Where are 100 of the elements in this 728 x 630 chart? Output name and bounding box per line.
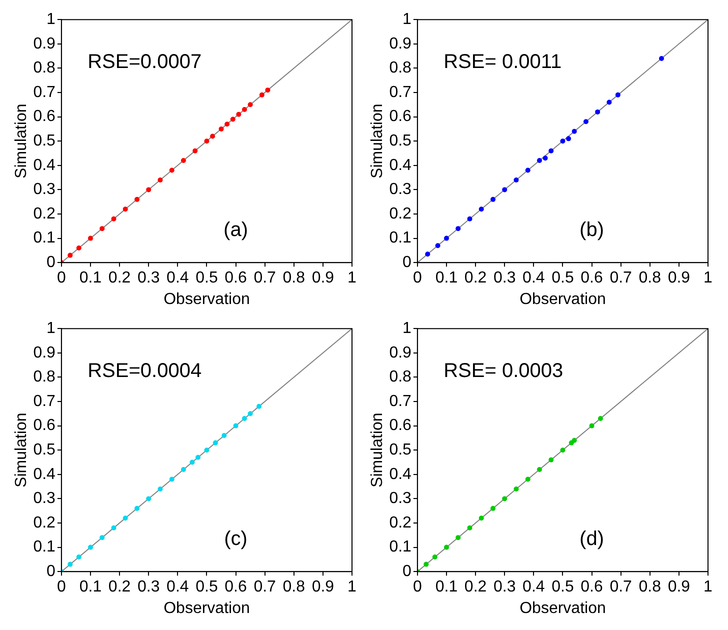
x-tick-label: 0.1 (435, 578, 458, 596)
point (122, 516, 128, 521)
x-tick-label: 0.8 (638, 270, 662, 287)
point (265, 88, 270, 93)
y-axis-title: Simulation (369, 412, 386, 488)
x-tick-label: 0.4 (522, 270, 545, 287)
x-tick-label: 0.6 (224, 270, 247, 287)
y-tick-label: 0.9 (389, 35, 412, 52)
x-tick-label: 0.9 (668, 578, 690, 596)
annotation: RSE=0.0004 (88, 360, 202, 382)
point (88, 544, 93, 550)
point (490, 506, 496, 511)
point (525, 168, 530, 173)
point (606, 100, 612, 105)
y-tick-label: 0.2 (33, 514, 56, 532)
point (180, 467, 186, 472)
point (256, 404, 262, 409)
x-tick-label: 0.5 (196, 270, 218, 287)
x-tick-label: 0.9 (668, 270, 690, 287)
annotation: (d) (580, 528, 604, 550)
y-tick-label: 0.4 (389, 156, 412, 174)
point (514, 177, 519, 182)
point (122, 206, 128, 212)
point (100, 226, 105, 232)
point (456, 226, 461, 232)
point (478, 206, 484, 212)
annotation: RSE= 0.0011 (444, 51, 562, 74)
y-tick-label: 0.5 (389, 132, 412, 150)
x-tick-label: 0.1 (435, 270, 458, 287)
annotation: RSE=0.0007 (88, 51, 202, 74)
x-tick-label: 0.8 (282, 270, 306, 287)
x-tick-label: 0.2 (108, 270, 131, 287)
y-tick-label: 0 (46, 254, 56, 272)
y-tick-label: 0.1 (33, 230, 56, 247)
y-tick-label: 0.7 (33, 84, 56, 101)
point (424, 562, 429, 567)
x-tick-label: 1 (348, 578, 357, 596)
point (158, 486, 163, 492)
y-tick-label: 0.2 (389, 205, 412, 222)
x-tick-label: 1 (348, 270, 357, 287)
x-tick-label: 0.3 (493, 270, 516, 287)
x-tick-label: 0.3 (493, 578, 516, 596)
x-tick-label: 0.2 (464, 270, 487, 287)
x-tick-label: 0.7 (254, 270, 276, 287)
x-tick-label: 1 (704, 578, 713, 596)
y-tick-label: 0.7 (389, 84, 412, 101)
point (583, 119, 588, 124)
y-tick-label: 0.3 (33, 490, 56, 508)
y-tick-label: 0.7 (33, 392, 56, 410)
point (536, 467, 542, 472)
x-tick-label: 0.3 (137, 578, 160, 596)
point (236, 112, 242, 117)
x-tick-label: 0.5 (552, 270, 574, 287)
point (233, 423, 238, 428)
point (598, 416, 603, 422)
point (456, 535, 461, 540)
x-tick-label: 0.9 (312, 578, 334, 596)
x-tick-label: 0.1 (79, 578, 102, 596)
annotation: (c) (224, 528, 248, 550)
y-tick-label: 0.6 (389, 417, 412, 434)
point (76, 554, 82, 560)
y-tick-label: 0.8 (33, 368, 56, 386)
point (192, 148, 198, 154)
x-axis-title: Observation (520, 290, 606, 308)
point (536, 158, 542, 164)
y-tick-label: 0.6 (33, 108, 56, 126)
x-tick-label: 0.4 (166, 270, 189, 287)
point (478, 516, 484, 521)
x-tick-label: 0.5 (552, 578, 574, 596)
point (242, 107, 247, 112)
point (169, 168, 174, 173)
y-tick-label: 1 (402, 320, 412, 338)
y-tick-label: 0 (402, 254, 412, 272)
point (514, 486, 519, 492)
point (230, 116, 236, 122)
point (218, 126, 224, 132)
point (566, 136, 572, 142)
point (100, 535, 105, 540)
point (259, 92, 264, 98)
point (111, 525, 116, 530)
point (222, 433, 227, 438)
y-tick-label: 0.5 (33, 442, 56, 459)
y-tick-label: 0.8 (389, 368, 412, 386)
point (242, 416, 247, 422)
point (435, 243, 440, 248)
point (169, 476, 174, 482)
y-tick-label: 0.3 (389, 490, 412, 508)
point (502, 496, 508, 502)
y-axis-title: Simulation (369, 104, 386, 178)
point (490, 196, 496, 202)
x-tick-label: 0.9 (312, 270, 334, 287)
point (76, 246, 82, 251)
point (134, 506, 140, 511)
y-tick-label: 0.6 (389, 108, 412, 126)
x-tick-label: 0.8 (282, 578, 306, 596)
point (180, 158, 186, 164)
annotation: (a) (224, 218, 248, 241)
x-tick-label: 1 (704, 270, 713, 287)
y-tick-label: 0.2 (33, 205, 56, 222)
point (560, 138, 566, 144)
